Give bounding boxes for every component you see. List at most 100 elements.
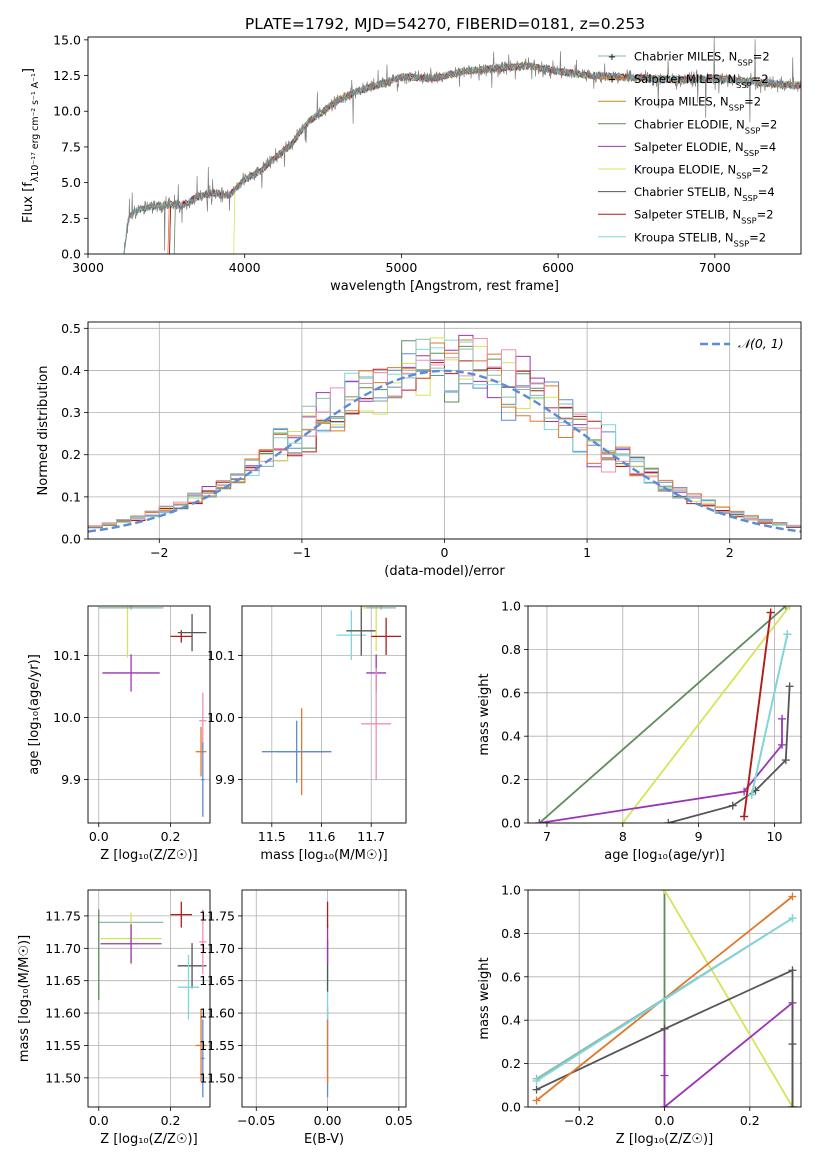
y-tick-label: 11.65	[45, 973, 81, 988]
y-tick-label: 11.65	[199, 973, 235, 988]
legend-label: Salpeter STELIB, NSSP=2	[634, 208, 774, 226]
y-tick-label: 0.0	[501, 1100, 521, 1115]
x-tick-label: 0.0	[655, 1113, 675, 1128]
y-tick-label: 11.60	[199, 1006, 235, 1021]
x-axis-label: wavelength [Angstrom, rest frame]	[330, 279, 559, 294]
x-axis-label: mass [log₁₀(M/M☉)]	[260, 848, 387, 863]
legend-marker: +	[608, 52, 616, 63]
x-tick-label: 1	[583, 545, 591, 560]
y-tick-label: 0.6	[501, 969, 521, 984]
legend: + Chabrier MILES, NSSP=2 + Salpeter MILES, …	[598, 50, 777, 248]
y-tick-label: 10.0	[53, 710, 81, 725]
histogram-step-line	[88, 338, 801, 527]
x-tick-label: 4000	[229, 260, 261, 275]
x-axis-label: Z [log₁₀(Z/Z☉)]	[100, 1132, 197, 1147]
mass-weight-line	[538, 606, 787, 823]
y-tick-label: 0.0	[61, 247, 81, 262]
axes-frame	[87, 889, 211, 1108]
x-tick-label: 11.6	[308, 829, 336, 844]
x-tick-label: 6000	[542, 260, 574, 275]
y-tick-label: 5.0	[61, 175, 81, 190]
y-tick-label: 0.4	[501, 729, 521, 744]
mass-weight-line	[750, 634, 789, 795]
axes-frame	[87, 605, 211, 824]
plot-area	[88, 334, 801, 533]
y-tick-label: 0.0	[501, 816, 521, 831]
y-tick-label: 9.9	[215, 772, 235, 787]
residual-histogram-panel: −2 −1 0 1 2 0.0 0.1 0.2 0.3 0.4 0.5 (data-model)/er…	[36, 321, 802, 579]
y-tick-label: 11.70	[199, 941, 235, 956]
y-tick-label: 0.1	[61, 489, 81, 504]
y-tick-label: 11.50	[45, 1070, 81, 1085]
x-tick-label: −0.05	[237, 1113, 275, 1128]
x-tick-label: 11.5	[258, 829, 286, 844]
legend-label: Chabrier STELIB, NSSP=4	[634, 185, 775, 203]
legend-label: Kroupa STELIB, NSSP=2	[634, 230, 766, 248]
plot-area	[535, 606, 794, 823]
figure-title: PLATE=1792, MJD=54270, FIBERID=0181, z=0…	[245, 15, 645, 33]
y-tick-label: 11.55	[45, 1038, 81, 1053]
y-tick-label: 0.8	[501, 642, 521, 657]
x-tick-label: 0.0	[89, 1113, 109, 1128]
legend-marker: +	[608, 75, 616, 86]
x-tick-label: 0.2	[161, 829, 181, 844]
axes-frame	[527, 889, 802, 1108]
y-tick-label: 0.2	[501, 772, 521, 787]
legend-label: Chabrier MILES, NSSP=2	[634, 50, 770, 68]
legend-label: Salpeter MILES, NSSP=2	[634, 72, 769, 90]
y-tick-label: 10.1	[207, 648, 235, 663]
observed-spectrum-line	[123, 37, 801, 254]
spectrum-panel: 3000 4000 5000 6000 7000 0.0 2.5 5.0 7.5 10.0 12.5…	[21, 32, 802, 294]
axes-frame	[87, 36, 802, 255]
x-axis-label: Z [log₁₀(Z/Z☉)]	[616, 1132, 713, 1147]
mass-weight-line	[536, 917, 793, 1082]
plot-area	[98, 606, 207, 817]
y-tick-label: 10.1	[53, 648, 81, 663]
x-axis-label: Z [log₁₀(Z/Z☉)]	[100, 848, 197, 863]
y-tick-label: 11.50	[199, 1070, 235, 1085]
mass-vs-metallicity-panel: 0.0 0.2 11.50 11.55 11.60 11.65 11.70 11.75 Z [l…	[17, 889, 211, 1147]
age-vs-metallicity-panel: 0.0 0.2 9.9 10.0 10.1 Z [log₁₀(Z/Z☉)] age [log…	[27, 605, 211, 863]
legend-label: Chabrier ELODIE, NSSP=2	[634, 117, 777, 135]
y-tick-label: 0.2	[501, 1056, 521, 1071]
legend-label: Salpeter ELODIE, NSSP=4	[634, 140, 776, 158]
x-tick-label: 0	[441, 545, 449, 560]
y-tick-label: 11.70	[45, 941, 81, 956]
plot-area	[98, 901, 207, 1098]
x-axis-label: age [log₁₀(age/yr)]	[604, 848, 725, 863]
mass-weight-line	[622, 606, 791, 823]
x-tick-label: 0.2	[161, 1113, 181, 1128]
axes-frame	[241, 889, 407, 1108]
y-axis-label: mass weight	[477, 957, 492, 1039]
y-tick-label: 9.9	[61, 772, 81, 787]
x-tick-label: −1	[293, 545, 311, 560]
y-tick-label: 0.2	[61, 447, 81, 462]
y-tick-label: 10.0	[53, 104, 81, 119]
y-tick-label: 0.4	[501, 1013, 521, 1028]
y-axis-label: mass [log₁₀(M/M☉)]	[17, 935, 32, 1062]
y-tick-label: 11.75	[199, 908, 235, 923]
axes-frame	[87, 321, 802, 540]
y-tick-label: 1.0	[501, 599, 521, 614]
y-tick-label: 0.4	[61, 363, 81, 378]
mass-weight-line	[539, 718, 783, 823]
y-axis-label: Normed distribution	[36, 366, 51, 496]
x-tick-label: 0.2	[740, 1113, 760, 1128]
x-tick-label: 5000	[386, 260, 418, 275]
x-tick-label: 2	[726, 545, 734, 560]
mass-weight-line	[743, 612, 772, 817]
y-tick-label: 11.60	[45, 1006, 81, 1021]
x-tick-label: −2	[150, 545, 168, 560]
normal-distribution-curve	[88, 369, 801, 533]
y-tick-label: 12.5	[53, 68, 81, 83]
y-tick-label: 1.0	[501, 883, 521, 898]
y-tick-label: 0.6	[501, 685, 521, 700]
y-tick-label: 0.0	[61, 532, 81, 547]
x-tick-label: 0.05	[385, 1113, 413, 1128]
plot-area	[261, 606, 402, 796]
x-tick-label: 10	[767, 829, 783, 844]
y-tick-label: 11.55	[199, 1038, 235, 1053]
legend-label: Kroupa ELODIE, NSSP=2	[634, 163, 769, 181]
